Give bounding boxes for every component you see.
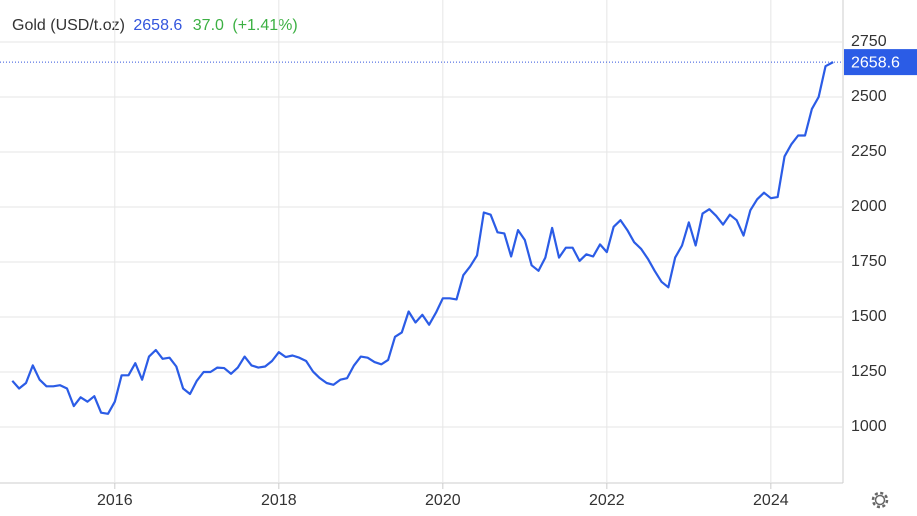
x-tick-label: 2022 — [589, 492, 625, 509]
y-tick-label: 1500 — [851, 308, 887, 325]
y-tick-label: 2500 — [851, 88, 887, 105]
y-tick-label: 1750 — [851, 253, 887, 270]
x-tick-label: 2018 — [261, 492, 297, 509]
grid — [0, 0, 843, 483]
x-tick-label: 2020 — [425, 492, 461, 509]
change: 37.0 — [193, 17, 224, 34]
header: Gold (USD/t.oz) 2658.6 37.0 (+1.41%) — [12, 17, 298, 34]
y-tick-label: 2000 — [851, 198, 887, 215]
settings-icon[interactable] — [871, 491, 889, 509]
y-tick-label: 1000 — [851, 418, 887, 435]
x-tick-label: 2016 — [97, 492, 133, 509]
x-tick-label: 2024 — [753, 492, 789, 509]
change-percent: (+1.41%) — [232, 17, 297, 34]
price-tag — [844, 49, 917, 76]
y-tick-label: 1250 — [851, 363, 887, 380]
y-tick-label: 2250 — [851, 143, 887, 160]
price: 2658.6 — [133, 17, 182, 34]
price-tag-label: 2658.6 — [851, 54, 900, 71]
price-line — [11, 61, 834, 415]
instrument-title: Gold (USD/t.oz) — [12, 17, 125, 34]
y-tick-label: 2750 — [851, 33, 887, 50]
